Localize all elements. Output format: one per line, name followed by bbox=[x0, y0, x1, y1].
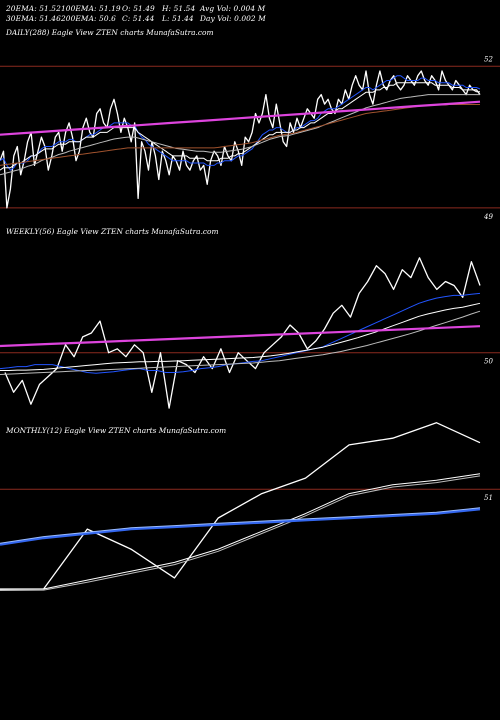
weekly-ema_mid1-line bbox=[0, 302, 481, 371]
monthly-panel-title: MONTHLY(12) Eagle View ZTEN charts Munaf… bbox=[6, 426, 227, 435]
day-vol-label: Day Vol: 0.002 M bbox=[200, 14, 266, 23]
weekly-price-line bbox=[4, 257, 481, 409]
open-label: O: 51.49 bbox=[122, 4, 155, 13]
ema20-label: 20EMA: 51.52 bbox=[6, 4, 61, 13]
weekly-ref-label-50: 50 bbox=[484, 358, 493, 366]
weekly-panel-title: WEEKLY(56) Eagle View ZTEN charts Munafa… bbox=[6, 227, 219, 236]
low-label: L: 51.44 bbox=[162, 14, 194, 23]
weekly-ema_mid2-line bbox=[0, 310, 481, 375]
monthly-ema_mid1-line bbox=[0, 473, 481, 590]
daily-ema_slow-line bbox=[0, 104, 480, 166]
high-label: H: 51.54 bbox=[162, 4, 196, 13]
close-label: C: 51.44 bbox=[122, 14, 155, 23]
daily-ref-label-52: 52 bbox=[484, 55, 493, 63]
avg-vol-label: Avg Vol: 0.004 M bbox=[200, 4, 266, 13]
monthly-ema_fast_shadow-line bbox=[0, 507, 481, 544]
daily-panel-title: DAILY(288) Eagle View ZTEN charts Munafa… bbox=[6, 28, 214, 37]
daily-ref-label-49: 49 bbox=[483, 213, 493, 221]
ema100-label: 100EMA: 51.19 bbox=[61, 4, 121, 13]
weekly-trendline-line bbox=[0, 325, 481, 348]
monthly-ema_mid2-line bbox=[0, 475, 481, 591]
ema30-label: 30EMA: 51.46 bbox=[6, 14, 61, 23]
monthly-ema_fast-line bbox=[0, 508, 481, 546]
daily-price-line bbox=[0, 70, 481, 209]
monthly-price-line bbox=[0, 422, 481, 590]
monthly-ref-label-51: 51 bbox=[484, 494, 493, 502]
weekly-ema_fast-line bbox=[0, 292, 481, 374]
ema200-label: 200EMA: 50.6 bbox=[61, 14, 116, 23]
daily-trendline-line bbox=[0, 100, 481, 136]
daily-ema_mid2-line bbox=[0, 94, 480, 176]
daily-ema_mid1-line bbox=[0, 82, 480, 171]
